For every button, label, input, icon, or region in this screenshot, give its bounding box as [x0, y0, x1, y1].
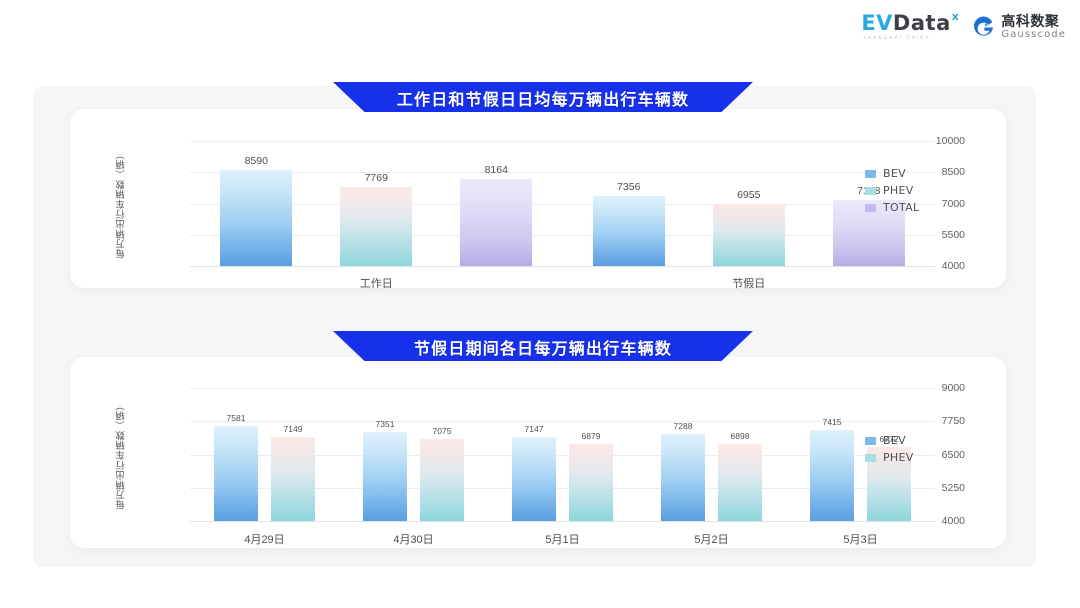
bar-value-label: 7288	[673, 420, 693, 431]
gridline	[190, 487, 935, 489]
gridline	[190, 454, 935, 456]
legend-item-total[interactable]: TOTAL	[865, 201, 919, 214]
bar-value-label: 8590	[244, 155, 268, 168]
chart-title-text-2: 节假日期间各日每万辆出行车辆数	[413, 341, 672, 358]
page-header: EV Data x SHANGHAI CHINA 高科数聚 Gausscode	[0, 0, 1080, 62]
gausscode-text: 高科数聚 Gausscode	[1001, 14, 1066, 40]
legend-item-bev[interactable]: BEV	[865, 434, 914, 447]
bar-total-0[interactable]	[460, 179, 533, 266]
chart-title-banner-1: 工作日和节假日日均每万辆出行车辆数	[333, 82, 753, 112]
evdata-subtitle: SHANGHAI CHINA	[863, 36, 931, 41]
evdata-superscript-x: x	[951, 10, 960, 23]
bar-value-label: 8164	[484, 164, 508, 177]
bar-value-label: 7147	[524, 424, 544, 435]
y-axis-tick-label: 6500	[941, 448, 965, 461]
bar-phev-1[interactable]	[712, 204, 785, 266]
legend-label: BEV	[883, 434, 906, 447]
bar-value-label: 6772	[879, 434, 899, 445]
gridline	[190, 141, 935, 142]
y-axis-tick-label: 10000	[935, 135, 965, 147]
gridline	[190, 234, 935, 236]
bar-phev-3[interactable]	[718, 443, 762, 521]
bar-phev-0[interactable]	[340, 187, 413, 266]
bar-phev-2[interactable]	[569, 444, 613, 521]
gausscode-logo: 高科数聚 Gausscode	[972, 14, 1066, 40]
logo-group: EV Data x SHANGHAI CHINA 高科数聚 Gausscode	[861, 10, 1066, 41]
bar-bev-1[interactable]	[592, 196, 665, 266]
x-axis-category-label: 5月2日	[694, 534, 729, 546]
bar-value-label: 6955	[737, 189, 761, 202]
x-axis-baseline	[190, 521, 935, 522]
bar-value-label: 6898	[730, 430, 750, 441]
chart-legend: BEV PHEV TOTAL	[865, 167, 919, 214]
legend-swatch-icon	[865, 436, 876, 445]
y-axis-tick-label: 7750	[941, 415, 965, 428]
bar-phev-0[interactable]	[271, 437, 315, 521]
gausscode-mark-icon	[974, 16, 994, 36]
evdata-logo: EV Data x SHANGHAI CHINA	[861, 10, 960, 41]
bar-bev-0[interactable]	[220, 170, 293, 266]
evdata-ev-text: EV	[861, 11, 893, 35]
y-axis-tick-label: 4000	[941, 260, 965, 272]
y-axis-tick-label: 5500	[941, 228, 965, 241]
legend-label: TOTAL	[883, 201, 920, 214]
gausscode-cn-name: 高科数聚	[1001, 13, 1060, 29]
legend-label: BEV	[883, 167, 906, 180]
legend-swatch-icon	[865, 169, 876, 178]
bar-bev-0[interactable]	[214, 425, 258, 521]
bar-bev-1[interactable]	[363, 431, 407, 521]
evdata-wordmark: EV Data x	[861, 10, 960, 35]
bar-chart-2: 每万辆出行车辆数（辆） 9000 7750 6500 5250 4000 7581 7149 4…	[105, 370, 965, 548]
y-axis-tick-label: 8500	[941, 166, 965, 179]
y-axis-tick-label: 7000	[941, 197, 965, 210]
bar-value-label: 7351	[375, 418, 395, 429]
gridline	[190, 421, 935, 423]
x-axis-category-label: 5月1日	[545, 534, 580, 546]
chart-legend: BEV PHEV	[865, 434, 914, 464]
bar-value-label: 7415	[822, 417, 842, 428]
y-axis-tick-label: 4000	[941, 515, 965, 527]
bar-value-label: 7581	[226, 412, 246, 423]
bar-phev-1[interactable]	[420, 439, 464, 521]
y-axis-tick-label: 5250	[941, 481, 965, 494]
gridline	[190, 172, 935, 174]
bar-value-label: 6879	[581, 431, 601, 442]
gridline	[190, 388, 935, 389]
x-axis-category-label: 节假日	[732, 278, 766, 290]
legend-item-phev[interactable]: PHEV	[865, 184, 919, 197]
y-axis-tick-label: 9000	[941, 382, 965, 394]
legend-item-phev[interactable]: PHEV	[865, 451, 914, 464]
bar-value-label: 7356	[617, 181, 641, 194]
y-axis-label: 每万辆出行车辆数（辆）	[116, 400, 127, 509]
legend-swatch-icon	[865, 186, 876, 195]
legend-swatch-icon	[865, 453, 876, 462]
legend-label: PHEV	[883, 451, 914, 464]
bar-chart-1: 每万辆出行车辆数（辆） 10000 8500 7000 5500 4000 8590 7769…	[105, 118, 965, 290]
legend-label: PHEV	[883, 184, 914, 197]
legend-swatch-icon	[865, 203, 876, 212]
gridline	[190, 203, 935, 205]
evdata-data-text: Data	[892, 11, 951, 35]
bar-value-label: 7075	[432, 426, 452, 437]
gausscode-en-name: Gausscode	[1001, 29, 1066, 40]
y-axis-label: 每万辆出行车辆数（辆）	[116, 149, 127, 258]
x-axis-category-label: 4月30日	[393, 534, 434, 546]
x-axis-category-label: 4月29日	[244, 534, 285, 546]
x-axis-category-label: 工作日	[359, 278, 393, 290]
bar-bev-4[interactable]	[810, 430, 854, 521]
chart-title-banner-2: 节假日期间各日每万辆出行车辆数	[333, 331, 753, 361]
bar-bev-3[interactable]	[661, 433, 705, 521]
x-axis-category-label: 5月3日	[843, 534, 878, 546]
bar-value-label: 7149	[283, 424, 303, 435]
legend-item-bev[interactable]: BEV	[865, 167, 919, 180]
chart-title-text-1: 工作日和节假日日均每万辆出行车辆数	[396, 92, 690, 109]
bar-bev-2[interactable]	[512, 437, 556, 521]
x-axis-baseline	[190, 266, 935, 267]
bar-value-label: 7769	[364, 172, 388, 185]
